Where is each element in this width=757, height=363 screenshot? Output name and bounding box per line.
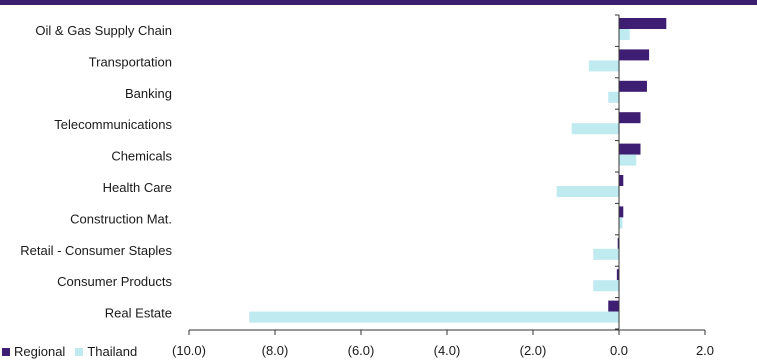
bar-regional-3 bbox=[619, 112, 641, 124]
category-labels: Oil & Gas Supply Chain Transportation Bank… bbox=[20, 23, 172, 321]
legend-label-thailand: Thailand bbox=[87, 344, 138, 359]
category-label-0: Oil & Gas Supply Chain bbox=[35, 23, 172, 38]
top-accent-bar bbox=[0, 0, 757, 5]
category-label-2: Banking bbox=[125, 86, 172, 101]
legend-swatch-thailand bbox=[75, 347, 84, 356]
legend-item-regional: Regional bbox=[2, 344, 65, 359]
bar-regional-7 bbox=[617, 237, 619, 249]
legend-item-thailand: Thailand bbox=[75, 344, 137, 359]
legend-label-regional: Regional bbox=[14, 344, 66, 359]
x-tick-label-3: (4.0) bbox=[434, 343, 461, 358]
bar-regional-0 bbox=[619, 18, 667, 29]
category-label-8: Consumer Products bbox=[57, 274, 172, 289]
bar-regional-4 bbox=[619, 143, 641, 155]
category-label-6: Construction Mat. bbox=[70, 211, 172, 226]
x-tick-label-2: (6.0) bbox=[348, 343, 375, 358]
bar-regional-1 bbox=[619, 49, 650, 61]
x-tick-label-4: (2.0) bbox=[520, 343, 547, 358]
category-label-3: Telecommunications bbox=[54, 117, 172, 132]
legend: Regional Thailand bbox=[2, 344, 147, 359]
bars-layer bbox=[249, 18, 667, 323]
category-label-9: Real Estate bbox=[105, 306, 172, 321]
axes-layer: (10.0) (8.0) (6.0) (4.0) (2.0) 0.0 2.0 bbox=[172, 14, 714, 358]
x-tick-label-5: 0.0 bbox=[610, 343, 628, 358]
bar-thailand-6 bbox=[619, 217, 623, 229]
x-tick-label-0: (10.0) bbox=[172, 343, 206, 358]
bar-regional-5 bbox=[619, 175, 624, 186]
bar-thailand-5 bbox=[556, 186, 619, 197]
bar-regional-6 bbox=[619, 206, 624, 218]
bar-thailand-2 bbox=[608, 91, 619, 103]
bar-regional-9 bbox=[608, 300, 619, 312]
bar-regional-8 bbox=[616, 269, 619, 281]
x-tick-label-6: 2.0 bbox=[696, 343, 714, 358]
bar-regional-2 bbox=[619, 80, 647, 92]
category-label-1: Transportation bbox=[89, 54, 172, 69]
category-label-7: Retail - Consumer Staples bbox=[20, 243, 172, 258]
category-label-5: Health Care bbox=[103, 180, 172, 195]
legend-swatch-regional bbox=[2, 347, 10, 356]
bar-thailand-7 bbox=[593, 248, 619, 260]
bar-thailand-1 bbox=[588, 60, 619, 72]
bar-thailand-8 bbox=[593, 280, 619, 292]
x-tick-label-1: (8.0) bbox=[262, 343, 289, 358]
bar-thailand-3 bbox=[571, 123, 619, 135]
bar-thailand-9 bbox=[249, 311, 619, 323]
bar-thailand-0 bbox=[619, 29, 630, 40]
bar-thailand-4 bbox=[619, 154, 637, 166]
category-label-4: Chemicals bbox=[111, 149, 172, 164]
